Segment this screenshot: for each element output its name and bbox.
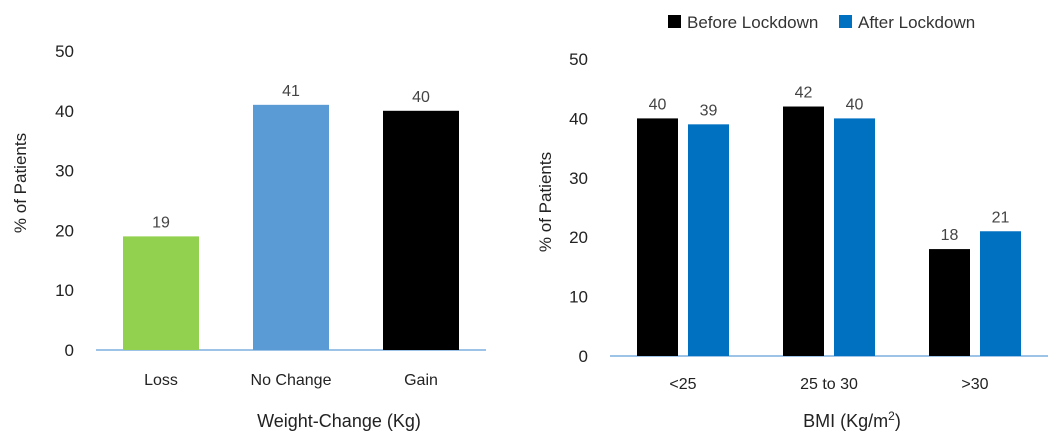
- y-tick-label: 10: [569, 288, 588, 307]
- bars: [123, 104, 459, 350]
- x-axis-ticks: <25 25 to 30 >30: [669, 376, 988, 393]
- legend-label: Before Lockdown: [687, 13, 818, 32]
- data-labels: 19 41 40: [152, 83, 430, 232]
- y-tick-label: 20: [55, 221, 74, 240]
- y-tick-label: 30: [569, 169, 588, 188]
- bar: [637, 118, 678, 357]
- y-tick-label: 20: [569, 228, 588, 247]
- legend: Before Lockdown After Lockdown: [668, 13, 975, 32]
- bar: [783, 106, 824, 357]
- data-label: 40: [846, 96, 864, 113]
- x-axis-title-text: Weight-Change: [257, 411, 382, 431]
- x-axis-unit: (Kg): [387, 411, 421, 431]
- legend-swatch: [668, 15, 681, 28]
- data-label: 18: [941, 227, 959, 244]
- y-tick-label: 40: [55, 102, 74, 121]
- weight-change-chart: 0 10 20 30 40 50 19 41 40 Loss No Change Gain % o…: [11, 42, 486, 431]
- data-label: 19: [152, 214, 170, 231]
- x-axis-title: Weight-Change (Kg): [257, 411, 421, 431]
- bar: [688, 124, 729, 356]
- y-tick-label: 30: [55, 162, 74, 181]
- x-axis-title-text: BMI (Kg/m: [803, 411, 888, 431]
- y-axis-ticks: 0 10 20 30 40 50: [55, 42, 74, 360]
- legend-label: After Lockdown: [858, 13, 975, 32]
- x-axis-title-end: ): [895, 411, 901, 431]
- y-tick-label: 0: [65, 341, 74, 360]
- y-tick-label: 40: [569, 109, 588, 128]
- bar: [834, 118, 875, 357]
- x-axis-ticks: Loss No Change Gain: [144, 372, 438, 389]
- x-tick-label: 25 to 30: [800, 376, 858, 393]
- x-tick-label: Loss: [144, 372, 178, 389]
- bars: [637, 106, 1021, 357]
- y-axis-title: % of Patients: [536, 152, 555, 252]
- data-label: 39: [700, 102, 718, 119]
- data-label: 41: [282, 83, 300, 100]
- x-tick-label: >30: [961, 376, 988, 393]
- bar: [980, 231, 1021, 356]
- x-tick-label: No Change: [251, 372, 332, 389]
- data-label: 40: [649, 96, 667, 113]
- bar: [929, 249, 970, 356]
- data-label: 42: [795, 85, 813, 102]
- y-tick-label: 10: [55, 281, 74, 300]
- bar: [383, 110, 459, 350]
- x-axis-title: BMI (Kg/m2): [803, 409, 901, 431]
- legend-swatch: [839, 15, 852, 28]
- x-tick-label: <25: [669, 376, 696, 393]
- y-tick-label: 0: [579, 347, 588, 366]
- data-label: 40: [412, 89, 430, 106]
- bmi-chart: Before Lockdown After Lockdown 0 10 20 30 40 5…: [536, 13, 1048, 431]
- y-tick-label: 50: [569, 50, 588, 69]
- y-axis-title: % of Patients: [11, 133, 30, 233]
- x-tick-label: Gain: [404, 372, 438, 389]
- y-axis-ticks: 0 10 20 30 40 50: [569, 50, 588, 366]
- x-axis-superscript: 2: [888, 409, 895, 423]
- data-label: 21: [992, 209, 1010, 226]
- bar: [253, 104, 329, 350]
- data-labels: 40 39 42 40 18 21: [649, 85, 1010, 245]
- bar: [123, 236, 199, 350]
- y-tick-label: 50: [55, 42, 74, 61]
